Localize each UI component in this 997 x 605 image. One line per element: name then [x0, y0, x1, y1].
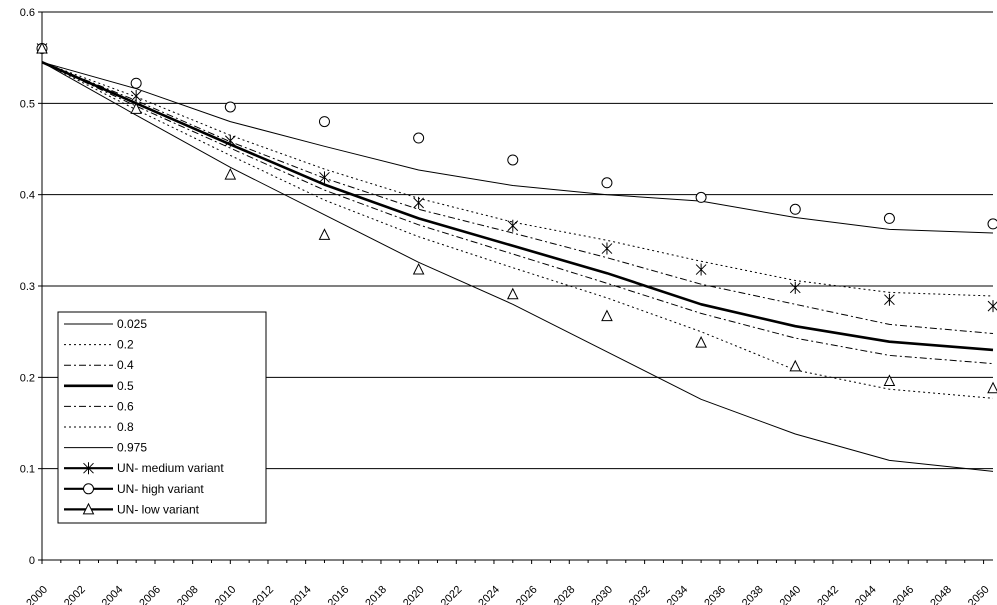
y-tick-label: 0.2 [20, 372, 35, 384]
marker-asterisk [507, 219, 519, 232]
x-tick-label: 2030 [589, 584, 615, 605]
marker-triangle [883, 374, 896, 386]
marker-circle [507, 154, 519, 166]
x-tick-label: 2002 [62, 584, 88, 605]
x-tick-label: 2022 [439, 584, 465, 605]
marker-asterisk [695, 263, 707, 276]
marker-triangle [36, 41, 48, 54]
x-tick-label: 2050 [966, 584, 992, 605]
marker-asterisk [987, 300, 997, 313]
series-line-0 [41, 61, 994, 234]
y-tick-label: 0.1 [20, 464, 35, 476]
marker-circle [130, 77, 142, 89]
x-tick-label: 2048 [928, 584, 954, 605]
x-tick-label: 2028 [552, 584, 578, 605]
marker-circle [601, 177, 613, 189]
x-tick-labels: 2000 2002 2004 2006 2008 2010 2012 2014 2016 2018… [24, 584, 991, 605]
marker-asterisk [884, 293, 895, 306]
x-tick-label: 2012 [250, 584, 276, 605]
series-lines [41, 61, 994, 472]
marker-triangle [695, 336, 707, 348]
marker-triangle [412, 262, 425, 275]
x-tick-label: 2026 [514, 584, 540, 605]
legend-label: 0.2 [117, 338, 134, 352]
legend-label: 0.5 [117, 379, 134, 393]
marker-triangle [318, 228, 331, 240]
marker-triangle [789, 359, 802, 372]
marker-asterisk [413, 196, 424, 209]
marker-circle [695, 191, 707, 203]
y-tick-label: 0 [29, 555, 35, 567]
marker-circle [318, 116, 330, 128]
x-tick-label: 2006 [137, 584, 163, 605]
x-tick-label: 2034 [665, 584, 691, 605]
series-line-1 [41, 61, 994, 297]
marker-triangle [130, 102, 142, 114]
marker-asterisk [83, 462, 94, 475]
x-tick-label: 2024 [476, 584, 502, 605]
marker-asterisk [224, 134, 236, 147]
marker-asterisk [130, 90, 142, 103]
legend-label: UN- high variant [117, 482, 204, 496]
legend-label: 0.4 [117, 358, 134, 372]
marker-triangle [224, 167, 237, 180]
marker-triangle [506, 287, 519, 300]
series-line-5 [41, 61, 994, 399]
legend-label: 0.975 [117, 441, 147, 455]
marker-triangle [601, 309, 613, 322]
x-tick-label: 2020 [401, 584, 427, 605]
series-line-4 [41, 61, 994, 365]
x-tick-label: 2016 [326, 584, 352, 605]
x-tick-label: 2008 [175, 584, 201, 605]
series-line-6 [41, 61, 994, 472]
marker-circle [224, 101, 236, 113]
marker-triangle [82, 502, 95, 515]
x-tick-label: 2010 [213, 584, 239, 605]
marker-circle [883, 212, 895, 224]
marker-asterisk [601, 242, 613, 255]
legend-label: 0.6 [117, 399, 134, 413]
series-markers [36, 41, 997, 394]
x-tick-label: 2000 [24, 584, 50, 605]
y-tick-label: 0.5 [20, 98, 35, 110]
marker-triangle [987, 381, 997, 394]
x-tick-label: 2046 [891, 584, 917, 605]
x-tick-label: 2042 [815, 584, 841, 605]
marker-circle [83, 483, 94, 495]
axes [38, 11, 993, 564]
legend-label: 0.025 [117, 317, 147, 331]
x-tick-label: 2036 [702, 584, 728, 605]
legend-label: 0.8 [117, 420, 134, 434]
y-tick-label: 0.3 [20, 281, 35, 293]
marker-asterisk [789, 281, 801, 294]
y-tick-label: 0.4 [20, 190, 35, 202]
marker-asterisk [319, 171, 330, 184]
y-tick-label: 0.6 [20, 7, 35, 19]
x-tick-label: 2004 [100, 584, 126, 605]
marker-circle [987, 218, 997, 230]
x-tick-label: 2014 [288, 584, 314, 605]
series-line-2 [41, 61, 994, 334]
x-tick-label: 2044 [853, 584, 879, 605]
x-tick-label: 2032 [627, 584, 653, 605]
legend-label: UN- medium variant [117, 461, 224, 475]
marker-circle [789, 203, 801, 215]
series-line-3 [41, 61, 994, 352]
x-tick-label: 2040 [778, 584, 804, 605]
legend-label: UN- low variant [117, 502, 200, 516]
x-tick-label: 2038 [740, 584, 766, 605]
marker-circle [413, 132, 425, 144]
legend: 0.025 0.2 0.4 0.5 0.6 0.8 0.975 UN- medium vari… [57, 311, 267, 524]
x-tick-label: 2018 [363, 584, 389, 605]
y-tick-labels: 0 0.1 0.2 0.3 0.4 0.5 0.6 [20, 7, 35, 567]
